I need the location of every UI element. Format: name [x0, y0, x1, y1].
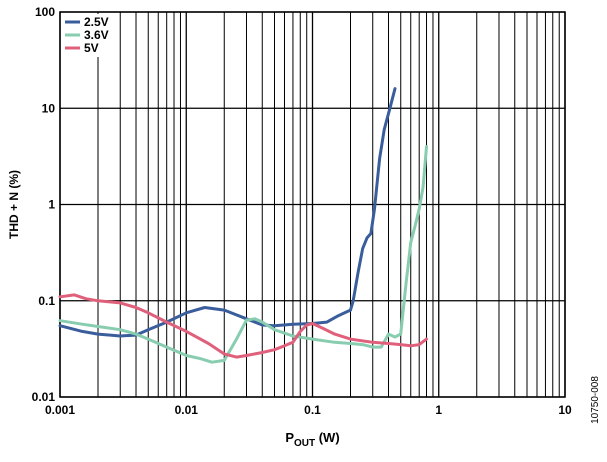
y-tick-label: 10: [42, 101, 56, 115]
x-tick-label: 0.001: [45, 403, 75, 417]
series-line-5v: [58, 293, 428, 359]
x-tick-label: 0.01: [175, 403, 199, 417]
x-tick-labels: 0.001 0.01 0.1 1 10: [45, 403, 572, 417]
x-axis-label: POUT (W): [285, 430, 339, 449]
x-tick-label: 1: [435, 403, 442, 417]
series-line-3-6v: [58, 145, 428, 364]
x-axis-label-main: P: [285, 430, 294, 445]
series-lines: [58, 87, 428, 364]
y-tick-label: 0.1: [38, 294, 55, 308]
y-tick-label: 0.01: [32, 390, 56, 404]
x-tick-label: 10: [558, 403, 572, 417]
plot-frame: [59, 11, 566, 398]
figure-id: 10750-008: [590, 376, 601, 424]
x-axis-label-subscript: OUT: [294, 438, 315, 449]
legend-label: 5V: [84, 41, 99, 55]
legend-label: 3.6V: [84, 28, 109, 42]
series-line-2-5v: [58, 87, 397, 338]
x-axis-label-unit: (W): [315, 430, 340, 445]
y-tick-label: 1: [48, 198, 55, 212]
legend-label: 2.5V: [84, 15, 109, 29]
y-tick-labels: 0.01 0.1 1 10 100: [32, 5, 56, 404]
y-tick-label: 100: [35, 5, 55, 19]
y-axis-label: THD + N (%): [7, 170, 21, 239]
x-tick-label: 0.1: [304, 403, 321, 417]
